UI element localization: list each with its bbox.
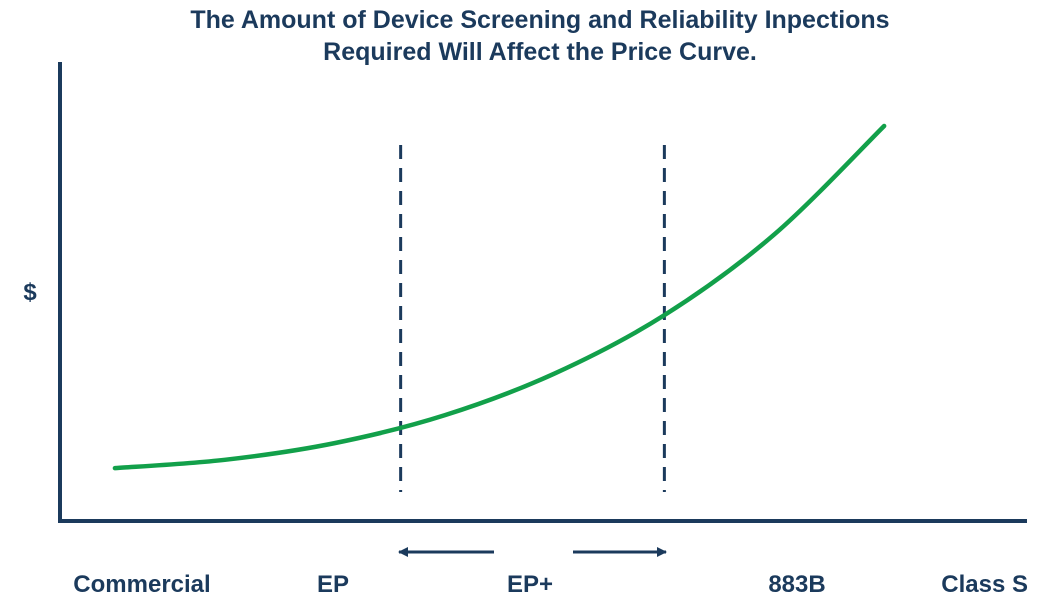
chart-title-line-2: Required Will Affect the Price Curve. xyxy=(323,38,757,66)
price-curve xyxy=(112,123,887,471)
x-tick-label-ep-: EP+ xyxy=(507,571,553,598)
x-tick-label-commercial: Commercial xyxy=(73,571,210,598)
x-tick-label-ep: EP xyxy=(317,571,349,598)
x-tick-label-883b: 883B xyxy=(768,571,825,598)
chart-title: The Amount of Device Screening and Relia… xyxy=(0,4,1037,68)
y-axis-label: $ xyxy=(23,279,37,306)
chart-title-line-1: The Amount of Device Screening and Relia… xyxy=(190,6,890,34)
x-tick-label-class-s: Class S xyxy=(941,571,1028,598)
